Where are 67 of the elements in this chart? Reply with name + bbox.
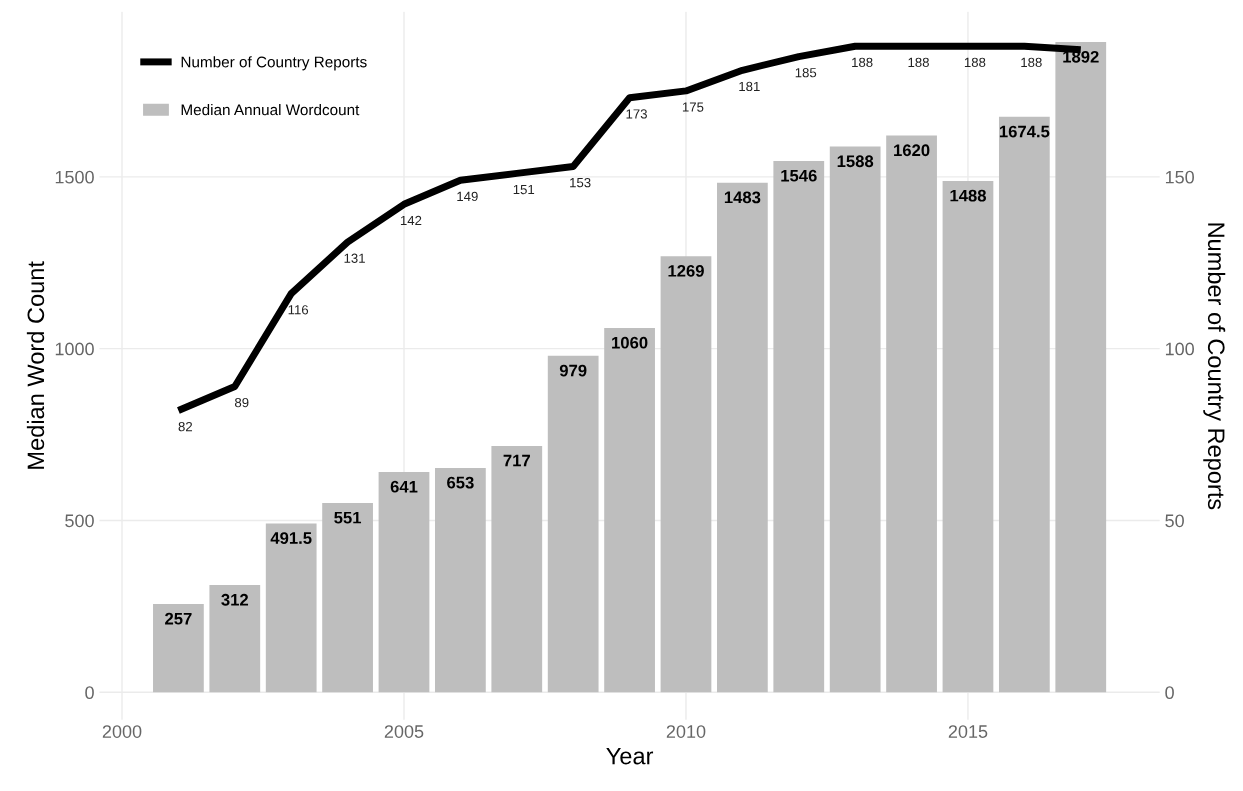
data-label: 185 — [795, 68, 817, 78]
bar — [829, 146, 881, 693]
data-label: 142 — [400, 215, 422, 225]
data-label: 1488 — [950, 189, 986, 202]
bar — [153, 604, 204, 693]
bar — [547, 355, 599, 693]
bar — [209, 585, 261, 693]
x-axis-title: Year — [606, 747, 654, 765]
data-label: 151 — [513, 184, 535, 195]
data-label: 89 — [234, 397, 249, 408]
data-label: 149 — [457, 191, 478, 202]
y2-tick-label: 150 — [1165, 170, 1194, 184]
data-label: 1060 — [612, 336, 648, 349]
data-label: 1892 — [1063, 50, 1099, 63]
data-label: 312 — [221, 593, 249, 606]
bar — [942, 180, 994, 693]
legend-label: Number of Country Reports — [181, 56, 367, 71]
y-tick-label: 0 — [85, 686, 94, 700]
y2-tick-label: 100 — [1165, 342, 1194, 356]
y2-tick-label: 50 — [1165, 514, 1184, 528]
data-label: 188 — [964, 57, 986, 68]
x-tick-label: 2010 — [666, 725, 706, 738]
data-label: 1546 — [781, 169, 817, 182]
data-label: 188 — [908, 57, 929, 68]
bar — [717, 182, 768, 693]
data-label: 653 — [447, 476, 474, 489]
y2-tick-label: 0 — [1165, 686, 1174, 700]
y-tick-label: 1000 — [55, 342, 94, 356]
data-label: 551 — [334, 511, 362, 524]
bar — [660, 256, 712, 693]
data-label: 175 — [682, 102, 704, 112]
y-tick-label: 500 — [65, 514, 94, 528]
x-tick-label: 2005 — [384, 725, 424, 738]
legend-label: Median Annual Wordcount — [181, 104, 360, 116]
data-label: 131 — [344, 253, 365, 263]
y-tick-label: 1500 — [55, 170, 94, 184]
bar — [604, 328, 655, 693]
bar — [886, 135, 937, 693]
data-label: 188 — [1021, 57, 1042, 68]
data-label: 257 — [165, 612, 192, 625]
data-label: 181 — [739, 81, 760, 92]
data-label: 491.5 — [270, 532, 312, 544]
bar — [1055, 42, 1107, 693]
data-label: 82 — [178, 421, 193, 432]
data-label: 1674.5 — [999, 125, 1050, 138]
data-label: 717 — [503, 454, 530, 467]
bar — [435, 467, 486, 693]
data-label: 1588 — [837, 155, 874, 168]
x-tick-label: 2000 — [102, 725, 142, 738]
bar — [322, 502, 373, 693]
data-label: 979 — [559, 364, 587, 377]
bar — [491, 445, 543, 693]
data-label: 116 — [288, 305, 309, 315]
data-label: 1620 — [894, 144, 930, 157]
bar — [378, 472, 430, 693]
data-label: 173 — [626, 109, 647, 119]
x-tick-label: 2015 — [948, 725, 988, 738]
y2-axis-title: Number of Country Reports — [1203, 223, 1226, 510]
bar — [773, 161, 825, 693]
data-label: 641 — [390, 480, 418, 493]
data-label: 188 — [852, 57, 873, 68]
data-label: 1483 — [724, 191, 761, 204]
data-label: 1269 — [668, 264, 704, 277]
bar — [998, 116, 1050, 693]
bar — [265, 523, 317, 693]
data-label: 153 — [570, 177, 591, 188]
y-axis-title: Median Word Count — [26, 261, 45, 469]
